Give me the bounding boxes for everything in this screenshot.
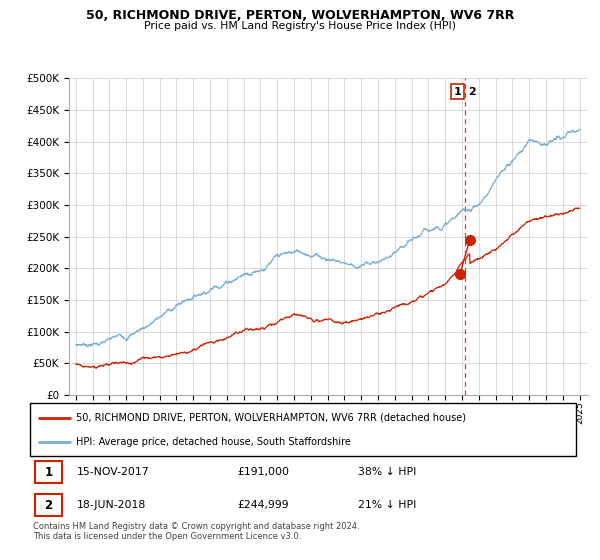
Text: 21% ↓ HPI: 21% ↓ HPI [358, 500, 416, 510]
Text: 1: 1 [454, 87, 461, 97]
Text: £191,000: £191,000 [238, 467, 289, 477]
Text: 50, RICHMOND DRIVE, PERTON, WOLVERHAMPTON, WV6 7RR: 50, RICHMOND DRIVE, PERTON, WOLVERHAMPTO… [86, 9, 514, 22]
Text: 2: 2 [469, 87, 476, 97]
Text: 2: 2 [44, 498, 53, 512]
Text: £244,999: £244,999 [238, 500, 289, 510]
Text: 50, RICHMOND DRIVE, PERTON, WOLVERHAMPTON, WV6 7RR (detached house): 50, RICHMOND DRIVE, PERTON, WOLVERHAMPTO… [76, 413, 466, 423]
FancyBboxPatch shape [30, 403, 576, 456]
Text: 15-NOV-2017: 15-NOV-2017 [76, 467, 149, 477]
Text: 18-JUN-2018: 18-JUN-2018 [76, 500, 146, 510]
Text: 38% ↓ HPI: 38% ↓ HPI [358, 467, 416, 477]
FancyBboxPatch shape [35, 461, 62, 483]
FancyBboxPatch shape [35, 494, 62, 516]
Text: Price paid vs. HM Land Registry's House Price Index (HPI): Price paid vs. HM Land Registry's House … [144, 21, 456, 31]
Text: HPI: Average price, detached house, South Staffordshire: HPI: Average price, detached house, Sout… [76, 437, 351, 447]
Text: 1: 1 [44, 465, 53, 479]
Text: Contains HM Land Registry data © Crown copyright and database right 2024.
This d: Contains HM Land Registry data © Crown c… [33, 522, 359, 542]
